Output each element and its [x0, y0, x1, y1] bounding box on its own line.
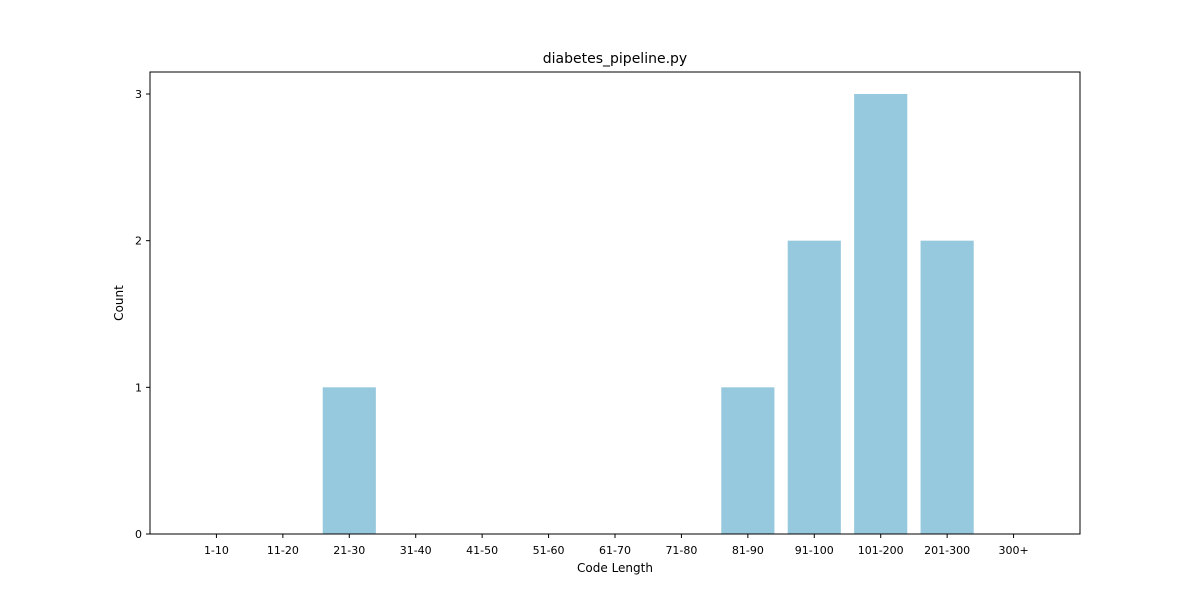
x-tick-label: 51-60 — [533, 544, 565, 557]
bar-101-200 — [854, 94, 907, 534]
y-axis-label: Count — [112, 285, 126, 321]
bar-91-100 — [788, 241, 841, 534]
y-tick-label: 3 — [135, 88, 142, 101]
x-axis-label: Code Length — [577, 561, 653, 575]
x-tick-label: 71-80 — [665, 544, 697, 557]
x-tick-label: 300+ — [998, 544, 1028, 557]
x-tick-label: 21-30 — [333, 544, 365, 557]
x-tick-label: 91-100 — [795, 544, 834, 557]
bar-201-300 — [921, 241, 974, 534]
y-tick-label: 1 — [135, 381, 142, 394]
x-tick-label: 11-20 — [267, 544, 299, 557]
bars-layer — [323, 94, 974, 534]
x-tick-label: 31-40 — [400, 544, 432, 557]
chart-title: diabetes_pipeline.py — [543, 51, 687, 67]
x-tick-label: 41-50 — [466, 544, 498, 557]
y-tick-label: 2 — [135, 235, 142, 248]
bar-21-30 — [323, 387, 376, 534]
x-tick-label: 81-90 — [732, 544, 764, 557]
y-tick-label: 0 — [135, 528, 142, 541]
bar-81-90 — [721, 387, 774, 534]
x-tick-label: 101-200 — [858, 544, 904, 557]
x-tick-label: 61-70 — [599, 544, 631, 557]
x-tick-label: 1-10 — [204, 544, 229, 557]
x-tick-label: 201-300 — [924, 544, 970, 557]
